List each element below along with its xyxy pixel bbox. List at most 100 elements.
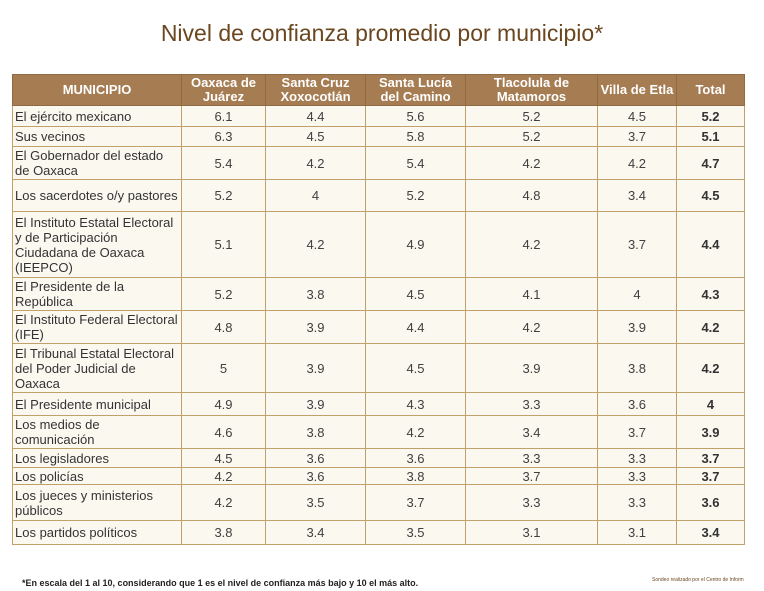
cell-value: 4.5	[181, 448, 266, 468]
cell-value: 3.3	[597, 484, 677, 521]
row-label: El Presidente de la República	[12, 277, 182, 311]
header-municipio: MUNICIPIO	[12, 74, 182, 106]
header-oaxaca-de-juarez: Oaxaca de Juárez	[181, 74, 266, 106]
cell-value: 4.8	[181, 310, 266, 344]
cell-value: 3.9	[465, 343, 598, 393]
cell-value: 3.6	[365, 448, 466, 468]
cell-value: 3.9	[597, 310, 677, 344]
footnote: *En escala del 1 al 10, considerando que…	[22, 578, 419, 588]
cell-value: 4.9	[181, 392, 266, 416]
row-label: El Tribunal Estatal Electoral del Poder …	[12, 343, 182, 393]
table-row: Los policías 4.2 3.6 3.8 3.7 3.3 3.7	[12, 467, 745, 485]
cell-value: 5.2	[365, 179, 466, 212]
table-row: El Presidente de la República 5.2 3.8 4.…	[12, 277, 745, 311]
header-total: Total	[676, 74, 745, 106]
cell-total: 3.7	[676, 467, 745, 485]
header-santa-lucia-del-camino: Santa Lucía del Camino	[365, 74, 466, 106]
cell-value: 4.1	[465, 277, 598, 311]
table-row: El Gobernador del estado de Oaxaca 5.4 4…	[12, 146, 745, 180]
cell-value: 5.6	[365, 105, 466, 127]
trust-table: MUNICIPIO Oaxaca de Juárez Santa Cruz Xo…	[12, 74, 745, 545]
header-tlacolula-de-matamoros: Tlacolula de Matamoros	[465, 74, 598, 106]
cell-total: 4.7	[676, 146, 745, 180]
cell-value: 6.1	[181, 105, 266, 127]
cell-value: 4.5	[365, 277, 466, 311]
row-label: Los policías	[12, 467, 182, 485]
cell-value: 4.9	[365, 211, 466, 278]
cell-value: 5.4	[181, 146, 266, 180]
cell-value: 3.7	[597, 126, 677, 147]
table-row: El Presidente municipal 4.9 3.9 4.3 3.3 …	[12, 392, 745, 416]
cell-total: 4.5	[676, 179, 745, 212]
table-row: Sus vecinos 6.3 4.5 5.8 5.2 3.7 5.1	[12, 126, 745, 147]
cell-value: 5.4	[365, 146, 466, 180]
cell-value: 5.8	[365, 126, 466, 147]
cell-total: 3.7	[676, 448, 745, 468]
table-row: Los medios de comunicación 4.6 3.8 4.2 3…	[12, 415, 745, 449]
page-title: Nivel de confianza promedio por municipi…	[160, 20, 604, 46]
cell-value: 3.8	[265, 277, 366, 311]
cell-value: 3.6	[265, 448, 366, 468]
cell-value: 4.2	[465, 310, 598, 344]
cell-value: 3.3	[465, 484, 598, 521]
cell-value: 3.4	[465, 415, 598, 449]
cell-value: 4.2	[365, 415, 466, 449]
row-label: El Presidente municipal	[12, 392, 182, 416]
cell-value: 3.7	[597, 211, 677, 278]
cell-value: 4.8	[465, 179, 598, 212]
table-row: El Tribunal Estatal Electoral del Poder …	[12, 343, 745, 393]
header-row: MUNICIPIO Oaxaca de Juárez Santa Cruz Xo…	[12, 74, 745, 106]
cell-value: 3.9	[265, 310, 366, 344]
cell-total: 3.9	[676, 415, 745, 449]
table-row: Los jueces y ministerios públicos 4.2 3.…	[12, 484, 745, 521]
row-label: Los legisladores	[12, 448, 182, 468]
cell-total: 3.4	[676, 520, 745, 545]
cell-value: 3.3	[597, 448, 677, 468]
cell-total: 4.3	[676, 277, 745, 311]
cell-total: 3.6	[676, 484, 745, 521]
row-label: El Instituto Federal Electoral (IFE)	[12, 310, 182, 344]
cell-value: 5.2	[465, 126, 598, 147]
cell-total: 4.2	[676, 310, 745, 344]
cell-value: 3.3	[465, 448, 598, 468]
cell-value: 3.5	[265, 484, 366, 521]
cell-value: 4.5	[365, 343, 466, 393]
table-row: El Instituto Estatal Electoral y de Part…	[12, 211, 745, 278]
cell-value: 5.1	[181, 211, 266, 278]
cell-value: 5.2	[181, 277, 266, 311]
header-santa-cruz-xoxocotlan: Santa Cruz Xoxocotlán	[265, 74, 366, 106]
cell-value: 3.7	[465, 467, 598, 485]
cell-value: 3.8	[265, 415, 366, 449]
cell-value: 4.2	[181, 484, 266, 521]
cell-value: 3.6	[597, 392, 677, 416]
cell-value: 4.2	[597, 146, 677, 180]
cell-value: 4	[597, 277, 677, 311]
cell-value: 3.1	[597, 520, 677, 545]
row-label: El Gobernador del estado de Oaxaca	[12, 146, 182, 180]
cell-value: 3.3	[597, 467, 677, 485]
cell-value: 4.4	[365, 310, 466, 344]
cell-value: 5	[181, 343, 266, 393]
table-row: Los legisladores 4.5 3.6 3.6 3.3 3.3 3.7	[12, 448, 745, 468]
cell-value: 4.2	[465, 211, 598, 278]
cell-value: 3.1	[465, 520, 598, 545]
cell-value: 3.4	[265, 520, 366, 545]
cell-value: 3.8	[365, 467, 466, 485]
cell-value: 4.2	[465, 146, 598, 180]
cell-total: 4.2	[676, 343, 745, 393]
row-label: El ejército mexicano	[12, 105, 182, 127]
cell-value: 4.2	[265, 146, 366, 180]
row-label: Sus vecinos	[12, 126, 182, 147]
cell-value: 4	[265, 179, 366, 212]
cell-total: 4	[676, 392, 745, 416]
cell-value: 3.4	[597, 179, 677, 212]
cell-value: 5.2	[181, 179, 266, 212]
cell-total: 5.1	[676, 126, 745, 147]
row-label: Los sacerdotes o/y pastores	[12, 179, 182, 212]
cell-value: 4.5	[597, 105, 677, 127]
cell-value: 4.2	[181, 467, 266, 485]
header-villa-de-etla: Villa de Etla	[597, 74, 677, 106]
table-row: Los sacerdotes o/y pastores 5.2 4 5.2 4.…	[12, 179, 745, 212]
cell-value: 3.7	[365, 484, 466, 521]
cell-total: 5.2	[676, 105, 745, 127]
